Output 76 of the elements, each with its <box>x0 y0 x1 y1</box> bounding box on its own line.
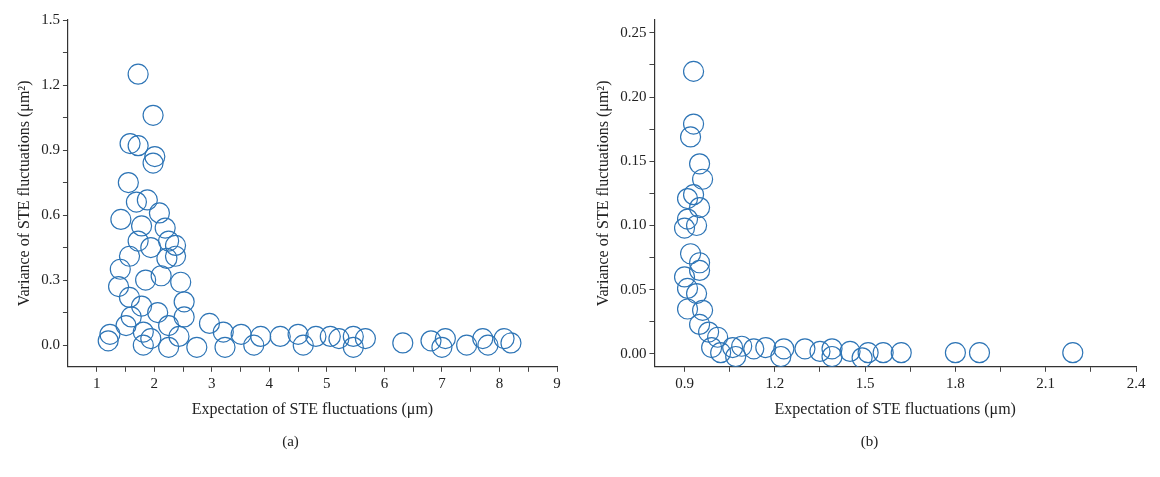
text: (a) <box>282 433 299 450</box>
point <box>872 342 894 364</box>
y-tick-label: 0.00 <box>619 344 646 361</box>
x-tick-label: 1 <box>92 374 100 391</box>
y-tick-label: 0.6 <box>40 206 60 223</box>
point <box>679 126 701 148</box>
x-tick-label: 8 <box>495 374 503 391</box>
point <box>1061 342 1083 364</box>
y-tick-label: 0.10 <box>619 216 646 233</box>
point <box>673 266 695 288</box>
point <box>676 208 698 230</box>
point <box>682 113 704 135</box>
x-tick-label: 0.9 <box>674 374 694 391</box>
x-tick-label: 1.5 <box>855 374 874 391</box>
point <box>682 184 704 206</box>
point <box>673 217 695 239</box>
y-tick-label: 0.20 <box>619 88 646 104</box>
point <box>838 340 861 362</box>
x-tick-label: 2 <box>150 374 158 391</box>
point <box>691 168 713 190</box>
point <box>676 298 698 320</box>
point <box>769 345 791 367</box>
x-tick-label: 4 <box>265 374 274 391</box>
point <box>688 153 710 175</box>
point <box>688 259 710 282</box>
point <box>772 338 794 360</box>
y-tick-label: 0.0 <box>40 336 60 353</box>
y-tick-label: 0.05 <box>619 280 646 297</box>
x-tick-label: 7 <box>437 374 446 391</box>
y-tick-label: 0.25 <box>619 23 646 40</box>
x-axis-title: Expectation of STE fluctuations (μm) <box>774 399 1016 418</box>
x-tick-label: 2.4 <box>1126 374 1146 391</box>
point <box>742 338 764 360</box>
y-tick-label: 1.2 <box>40 75 60 92</box>
x-tick-label: 6 <box>380 374 389 391</box>
point <box>676 187 698 210</box>
text: (b) <box>860 433 879 450</box>
point <box>688 252 710 274</box>
y-tick-label: 0.9 <box>40 140 60 157</box>
point <box>697 321 719 343</box>
x-tick-label: 1.8 <box>945 374 965 391</box>
point <box>721 336 743 359</box>
point <box>700 336 722 359</box>
x-tick-label: 1.2 <box>764 374 784 391</box>
point <box>857 342 879 364</box>
point <box>709 342 731 364</box>
point <box>730 335 752 357</box>
y-tick-label: 0.3 <box>40 271 60 288</box>
y-tick-label: 1.5 <box>40 10 60 27</box>
point <box>685 214 707 237</box>
point <box>685 282 707 305</box>
point <box>968 342 990 364</box>
point <box>688 196 710 219</box>
x-tick-label: 5 <box>322 374 331 391</box>
point <box>706 326 728 348</box>
point <box>724 345 746 367</box>
point <box>793 338 816 360</box>
x-tick-label: 3 <box>207 374 216 391</box>
point <box>820 338 843 360</box>
y-axis-title: Variance of STE fluctuations (μm²) <box>14 80 33 307</box>
y-axis-title: Variance of STE fluctuations (μm²) <box>593 80 612 307</box>
point <box>691 299 713 321</box>
x-axis-title: Expectation of STE fluctuations (μm) <box>191 399 433 418</box>
point <box>890 342 912 364</box>
point <box>682 60 704 82</box>
point <box>688 313 710 336</box>
point <box>851 347 873 367</box>
x-tick-label: 9 <box>552 374 561 391</box>
x-tick-label: 2.1 <box>1035 374 1055 391</box>
y-tick-label: 0.15 <box>619 152 646 169</box>
point <box>676 277 698 300</box>
point <box>808 340 831 362</box>
point <box>679 243 701 265</box>
point <box>944 342 966 364</box>
point <box>820 345 843 367</box>
point <box>754 336 776 359</box>
